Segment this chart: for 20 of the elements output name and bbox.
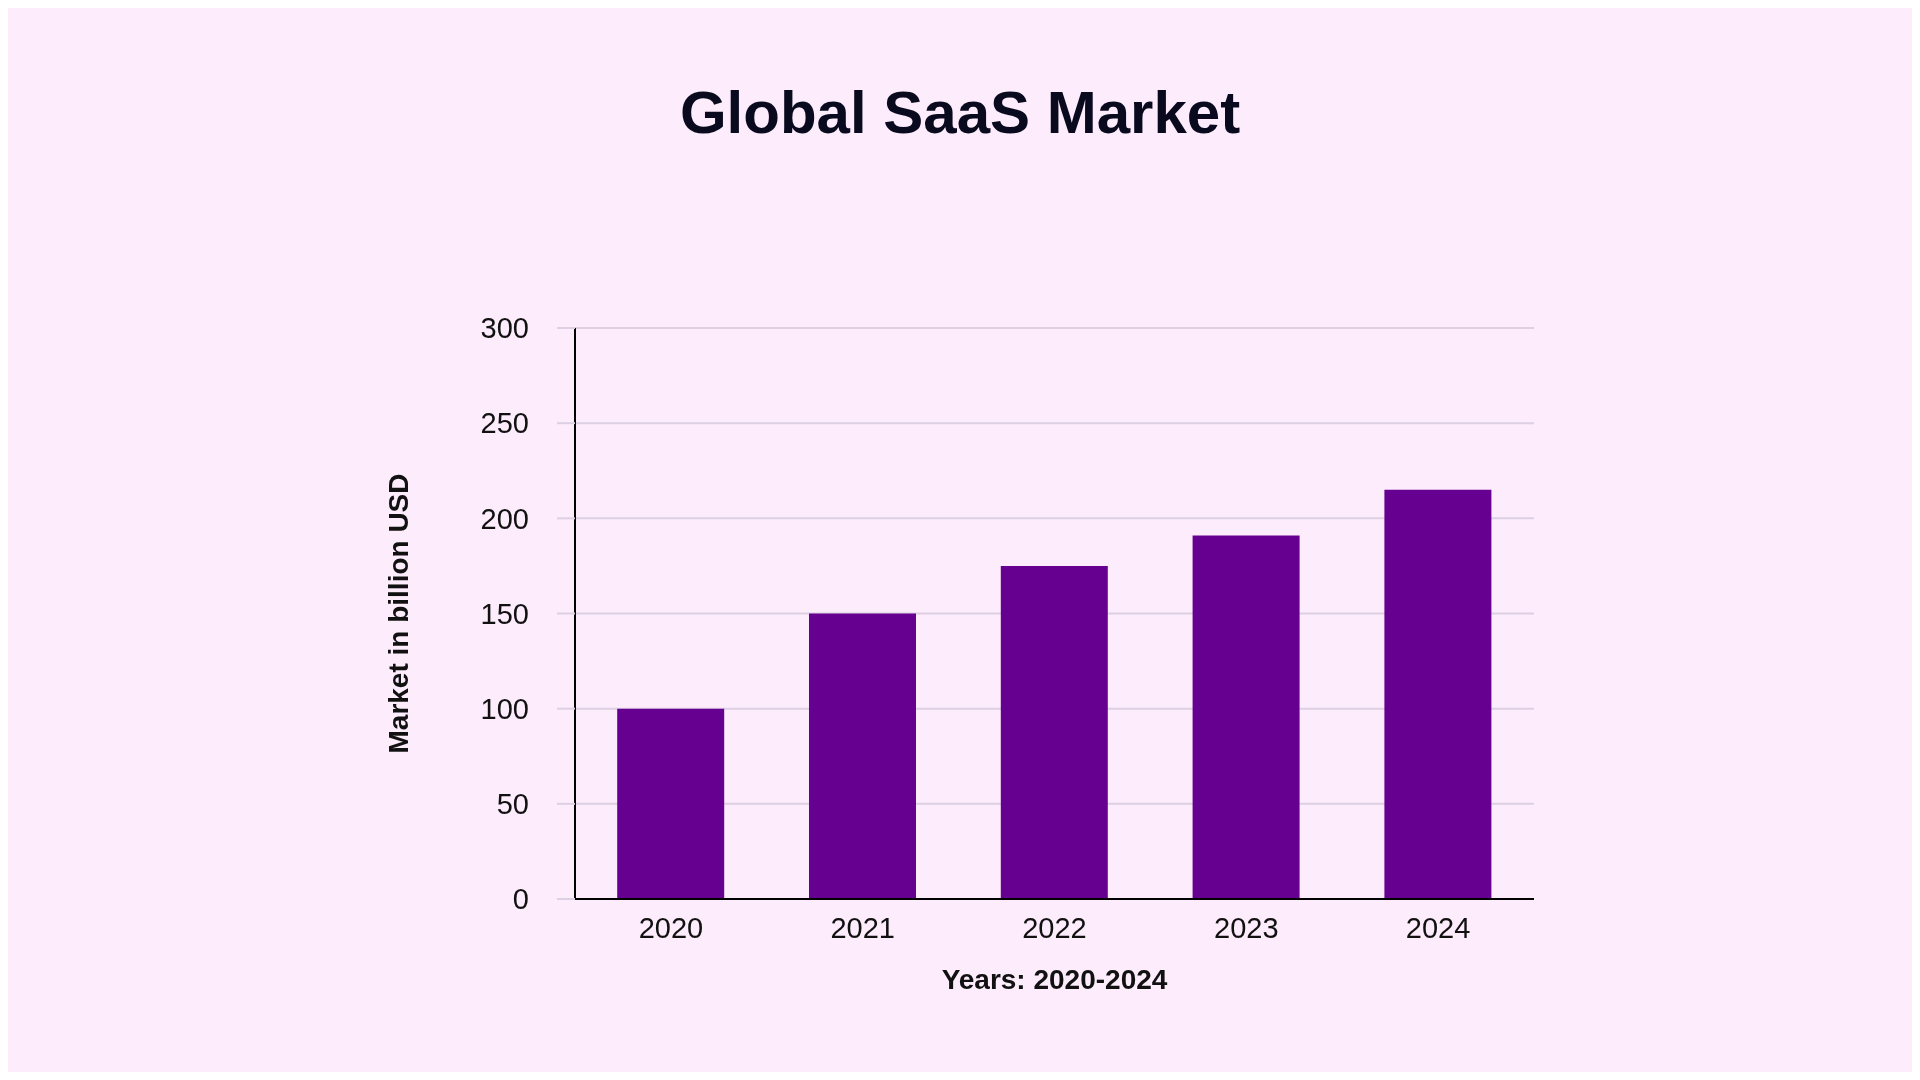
x-tick-label: 2020	[638, 911, 704, 944]
y-tick-label: 250	[480, 407, 529, 440]
y-axis-title: Market in billion USD	[382, 473, 414, 754]
x-tick-label: 2022	[1022, 911, 1087, 944]
x-axis-title: Years: 2020-2024	[941, 964, 1168, 995]
x-tick-label: 2023	[1214, 911, 1279, 944]
y-tick-label: 300	[480, 312, 529, 345]
bar	[809, 613, 916, 899]
x-tick-label: 2024	[1405, 911, 1471, 944]
bar	[1384, 489, 1492, 899]
bar	[1000, 565, 1108, 899]
y-tick-label: 0	[512, 883, 529, 916]
chart-title: Global SaaS Market	[678, 78, 1242, 147]
y-tick-label: 100	[480, 692, 529, 725]
y-tick-label: 200	[480, 502, 529, 535]
y-tick-label: 50	[496, 788, 529, 821]
bar	[1192, 535, 1300, 899]
bar	[617, 708, 725, 899]
y-tick-label: 150	[480, 597, 529, 630]
x-tick-label: 2021	[830, 911, 895, 944]
